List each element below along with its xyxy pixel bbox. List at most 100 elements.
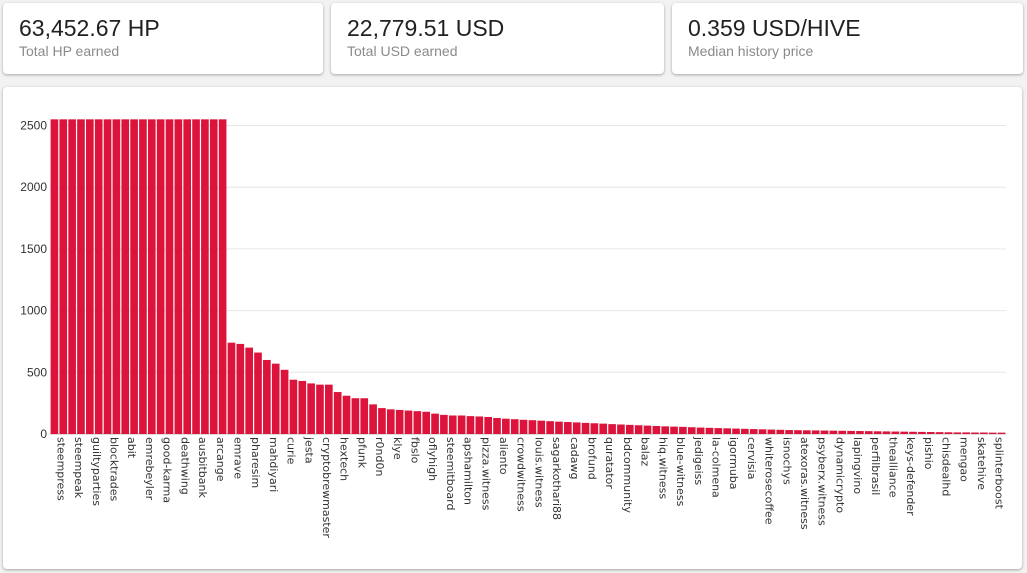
bar[interactable] — [537, 420, 546, 434]
bar[interactable] — [643, 425, 652, 434]
bar[interactable] — [891, 431, 900, 434]
bar[interactable] — [829, 430, 838, 434]
bar[interactable] — [201, 119, 209, 434]
bar[interactable] — [634, 425, 643, 434]
bar[interactable] — [59, 119, 68, 434]
bar[interactable] — [103, 119, 112, 434]
bar[interactable] — [625, 424, 634, 434]
bar[interactable] — [289, 379, 298, 434]
bar[interactable] — [183, 119, 192, 434]
bar[interactable] — [749, 429, 758, 434]
bar[interactable] — [794, 430, 802, 434]
bar[interactable] — [342, 395, 351, 434]
bar[interactable] — [944, 432, 953, 434]
bar[interactable] — [307, 383, 315, 434]
bar[interactable] — [431, 413, 439, 434]
bar[interactable] — [980, 432, 988, 434]
bar[interactable] — [475, 416, 484, 434]
bar[interactable] — [696, 427, 705, 434]
bar[interactable] — [847, 430, 855, 434]
bar[interactable] — [395, 409, 404, 434]
bar[interactable] — [422, 411, 431, 434]
bar[interactable] — [457, 415, 466, 434]
bar[interactable] — [803, 430, 811, 434]
bar[interactable] — [112, 119, 121, 434]
bar[interactable] — [50, 119, 59, 434]
bar[interactable] — [139, 119, 147, 434]
bar[interactable] — [811, 430, 820, 434]
bar[interactable] — [909, 431, 917, 434]
bar[interactable] — [732, 428, 740, 434]
bar[interactable] — [882, 431, 891, 434]
bar[interactable] — [758, 429, 767, 434]
bar[interactable] — [953, 432, 962, 434]
bar[interactable] — [386, 409, 395, 434]
bar[interactable] — [528, 420, 537, 434]
bar[interactable] — [165, 119, 174, 434]
bar[interactable] — [590, 423, 599, 434]
bar[interactable] — [723, 428, 731, 434]
bar[interactable] — [466, 416, 475, 434]
bar[interactable] — [147, 119, 156, 434]
bar[interactable] — [714, 428, 723, 434]
bar[interactable] — [705, 427, 714, 434]
bar[interactable] — [820, 430, 829, 434]
bar[interactable] — [785, 430, 793, 434]
bar[interactable] — [218, 119, 227, 434]
bar[interactable] — [94, 119, 103, 434]
bar[interactable] — [661, 426, 670, 434]
bar[interactable] — [873, 431, 882, 434]
bar[interactable] — [130, 119, 138, 434]
bar[interactable] — [918, 431, 926, 434]
bar[interactable] — [254, 352, 262, 434]
bar[interactable] — [413, 411, 422, 434]
bar[interactable] — [679, 426, 687, 434]
bar[interactable] — [77, 119, 85, 434]
bar[interactable] — [316, 384, 324, 434]
bar[interactable] — [174, 119, 183, 434]
bar[interactable] — [670, 426, 678, 434]
bar[interactable] — [236, 343, 245, 434]
bar[interactable] — [519, 419, 528, 434]
bar[interactable] — [971, 432, 979, 434]
bar[interactable] — [988, 432, 997, 434]
bar[interactable] — [351, 398, 360, 434]
bar[interactable] — [962, 432, 970, 434]
bar[interactable] — [776, 429, 785, 434]
bar[interactable] — [564, 422, 572, 434]
bar[interactable] — [838, 430, 847, 434]
bar[interactable] — [263, 359, 271, 434]
bar[interactable] — [325, 384, 333, 434]
bar[interactable] — [687, 427, 696, 434]
bar[interactable] — [617, 424, 625, 435]
bar[interactable] — [599, 423, 608, 434]
bar[interactable] — [510, 419, 519, 434]
bar[interactable] — [572, 422, 581, 434]
bar[interactable] — [378, 408, 386, 434]
bar[interactable] — [192, 119, 200, 434]
bar[interactable] — [581, 422, 590, 434]
bar[interactable] — [86, 119, 94, 434]
bar[interactable] — [156, 119, 165, 434]
bar[interactable] — [900, 431, 909, 434]
bar[interactable] — [404, 410, 413, 434]
bar[interactable] — [997, 432, 1006, 434]
bar[interactable] — [360, 398, 369, 434]
bar[interactable] — [369, 404, 377, 434]
bar[interactable] — [864, 431, 873, 434]
bar[interactable] — [502, 418, 510, 434]
bar[interactable] — [333, 392, 342, 434]
bar[interactable] — [484, 416, 492, 434]
bar[interactable] — [608, 424, 616, 434]
bar[interactable] — [440, 414, 448, 434]
bar[interactable] — [493, 417, 501, 434]
bar[interactable] — [546, 421, 554, 434]
bar[interactable] — [245, 347, 253, 434]
bar[interactable] — [298, 380, 307, 434]
bar[interactable] — [856, 431, 864, 434]
bar[interactable] — [121, 119, 130, 434]
bar[interactable] — [926, 432, 935, 434]
bar[interactable] — [935, 432, 944, 434]
bar[interactable] — [227, 342, 236, 434]
bar[interactable] — [652, 425, 661, 434]
